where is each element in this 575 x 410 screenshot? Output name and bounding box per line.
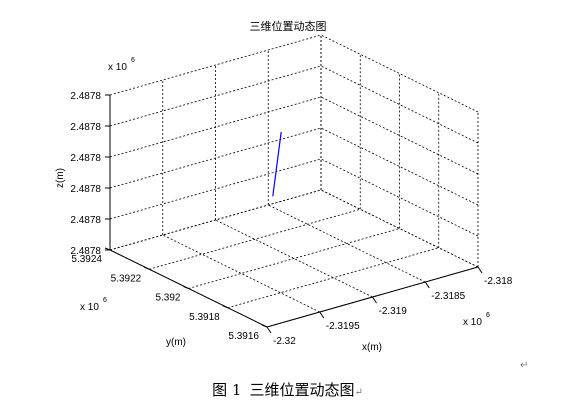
back-wall-grid-horizontal (109, 96, 322, 158)
y-tick-mark (144, 266, 150, 270)
y-axis-label: y(m) (166, 337, 186, 348)
trajectory-line (272, 131, 282, 197)
y-tick-label: 5.3924 (71, 254, 102, 265)
z-exponent: x 10 6 (108, 57, 135, 73)
x-tick-label: -2.3195 (326, 321, 360, 332)
figure-caption-text: 三维位置动态图 (249, 381, 355, 399)
back-wall-grid-horizontal (109, 189, 322, 251)
floor-grid-line-y (188, 228, 400, 289)
x-tick-label: -2.32 (273, 336, 296, 347)
x-tick-label: -2.318 (484, 276, 513, 287)
floor-grid-line-x (162, 234, 320, 313)
back-wall-grid-horizontal (109, 65, 322, 127)
y-tick-label: 5.3916 (228, 331, 259, 342)
y-tick-mark (222, 305, 228, 309)
chart: 三维位置动态图 -2.32 -2.3195 -2.319 -2.3185 -2.318 5… (55, 19, 513, 353)
side-wall-grid-horizontal (320, 127, 479, 206)
y-exponent: x 10 6 (80, 297, 107, 313)
x-tick-mark (372, 296, 377, 304)
floor-grid-line-x (268, 204, 426, 283)
svg-text:6: 6 (103, 297, 107, 304)
axes-box (104, 94, 483, 334)
floor-grid-line-y (227, 247, 439, 309)
y-tick-label: 5.3918 (189, 312, 220, 323)
svg-text:x 10: x 10 (463, 317, 482, 328)
side-wall-grid-horizontal (320, 34, 479, 113)
svg-text:6: 6 (131, 57, 135, 64)
x-tick-mark (319, 311, 325, 319)
back-wall-grid-horizontal (109, 127, 322, 189)
y-tick-mark (261, 324, 268, 328)
x-tick-mark (266, 326, 272, 334)
y-tick-mark (183, 286, 189, 289)
side-wall-grid-horizontal (320, 96, 479, 175)
x-exponent: x 10 6 (463, 312, 490, 328)
side-wall-grid-horizontal (320, 158, 479, 237)
x-tick-label: -2.319 (379, 306, 408, 317)
figure-caption: 图 1 三维位置动态图↵ (0, 379, 575, 400)
floor-grid-line-x (215, 219, 373, 298)
y-tick-label: 5.3922 (111, 273, 142, 284)
x-tick-mark (477, 266, 483, 274)
z-axis-label: z(m) (55, 168, 66, 188)
grid (109, 34, 479, 328)
side-wall-grid-horizontal (320, 189, 479, 268)
back-wall-grid-horizontal (109, 34, 322, 96)
tick-labels: -2.32 -2.3195 -2.319 -2.3185 -2.318 5.3916 5.3… (70, 91, 512, 347)
x-tick-label: -2.3185 (431, 291, 465, 302)
x-axis-label: x(m) (362, 342, 382, 353)
caption-return-mark: ↵ (354, 387, 363, 398)
paragraph-mark: ↵ (520, 360, 529, 371)
svg-text:6: 6 (486, 312, 490, 319)
series (272, 131, 282, 197)
floor-grid-line-y (149, 208, 361, 270)
svg-text:x 10: x 10 (80, 302, 99, 313)
back-wall-grid-horizontal (109, 158, 322, 220)
z-tick-label: 2.4878 (70, 246, 101, 257)
z-tick-label: 2.4878 (70, 153, 101, 164)
z-tick-label: 2.4878 (70, 122, 101, 133)
z-tick-label: 2.4878 (70, 184, 101, 195)
chart-title: 三维位置动态图 (250, 19, 327, 33)
side-wall-grid-horizontal (320, 65, 479, 144)
z-tick-label: 2.4878 (70, 215, 101, 226)
figure-number: 图 1 (212, 381, 242, 399)
svg-text:x 10: x 10 (108, 62, 127, 73)
y-tick-label: 5.392 (155, 293, 180, 304)
z-tick-label: 2.4878 (70, 91, 101, 102)
x-tick-mark (424, 281, 430, 289)
